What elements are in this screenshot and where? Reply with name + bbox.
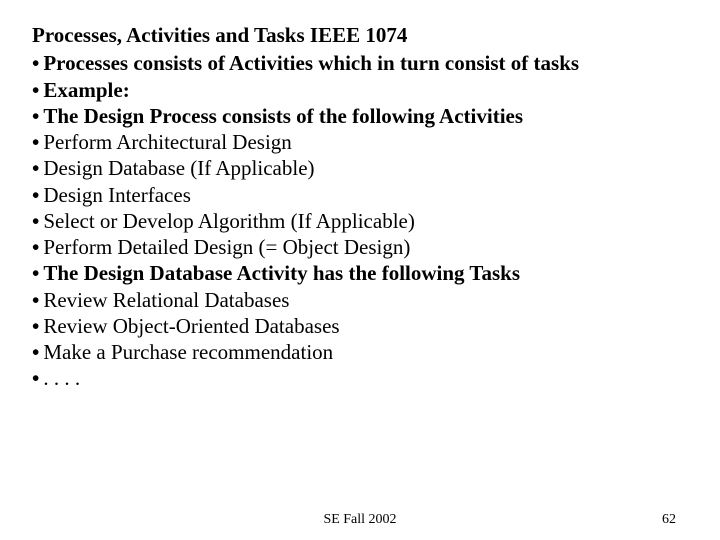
bullet-text: The Design Database Activity has the fol… [43,260,688,286]
bullet-line: •The Design Process consists of the foll… [32,103,688,129]
bullet-glyph: • [32,50,43,76]
bullet-glyph: • [32,103,43,129]
bullet-line: •Design Database (If Applicable) [32,155,688,181]
bullet-line: •Design Interfaces [32,182,688,208]
slide-title: Processes, Activities and Tasks IEEE 107… [32,22,688,48]
bullet-glyph: • [32,313,43,339]
bullet-glyph: • [32,234,43,260]
bullet-line: •Review Object-Oriented Databases [32,313,688,339]
bullet-text: Perform Detailed Design (= Object Design… [43,234,688,260]
bullet-glyph: • [32,129,43,155]
bullet-text: Design Database (If Applicable) [43,155,688,181]
bullet-text: Review Relational Databases [43,287,688,313]
bullet-glyph: • [32,155,43,181]
bullet-glyph: • [32,339,43,365]
bullet-glyph: • [32,182,43,208]
bullet-glyph: • [32,365,43,391]
bullet-line: •Review Relational Databases [32,287,688,313]
bullet-text: . . . . [43,365,688,391]
bullet-text: The Design Process consists of the follo… [43,103,688,129]
bullet-text: Make a Purchase recommendation [43,339,688,365]
bullet-list: •Processes consists of Activities which … [32,50,688,391]
bullet-line: •Make a Purchase recommendation [32,339,688,365]
bullet-line: •Perform Detailed Design (= Object Desig… [32,234,688,260]
slide-content: Processes, Activities and Tasks IEEE 107… [0,0,720,392]
bullet-glyph: • [32,260,43,286]
bullet-text: Review Object-Oriented Databases [43,313,688,339]
bullet-text: Processes consists of Activities which i… [43,50,688,76]
bullet-line: •Perform Architectural Design [32,129,688,155]
bullet-line: •. . . . [32,365,688,391]
bullet-line: •Example: [32,77,688,103]
bullet-line: •The Design Database Activity has the fo… [32,260,688,286]
bullet-text: Example: [43,77,688,103]
bullet-glyph: • [32,208,43,234]
bullet-text: Perform Architectural Design [43,129,688,155]
bullet-text: Select or Develop Algorithm (If Applicab… [43,208,688,234]
bullet-line: •Select or Develop Algorithm (If Applica… [32,208,688,234]
footer-center: SE Fall 2002 [323,512,396,528]
bullet-text: Design Interfaces [43,182,688,208]
bullet-glyph: • [32,287,43,313]
bullet-glyph: • [32,77,43,103]
footer-page-number: 62 [662,512,676,528]
bullet-line: •Processes consists of Activities which … [32,50,688,76]
